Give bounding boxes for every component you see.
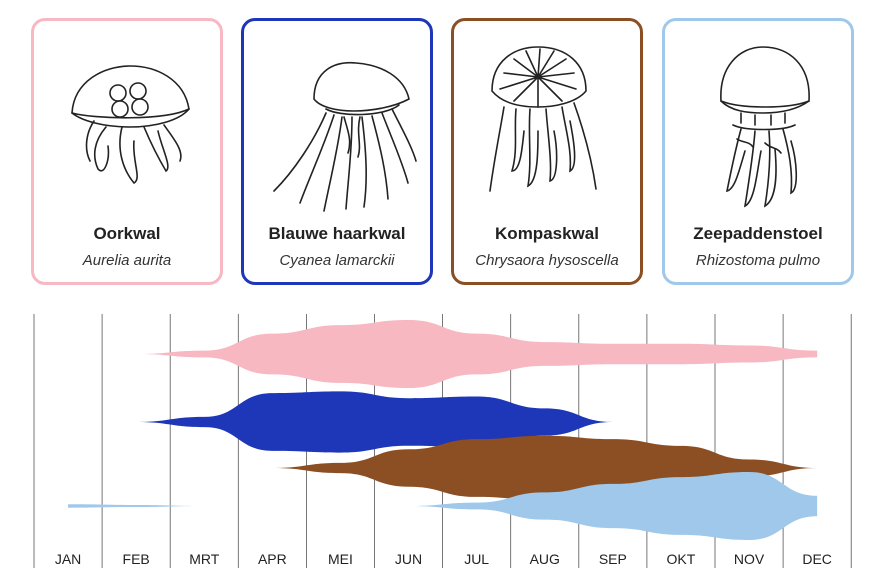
species-name: Blauwe haarkwal (268, 224, 406, 243)
season-band-3 (68, 472, 818, 540)
moon-jellyfish-icon (71, 65, 190, 185)
month-label: JUN (395, 551, 422, 567)
species-name: Zeepaddenstoel (693, 224, 823, 243)
month-label: FEB (123, 551, 150, 567)
species-latin-name: Rhizostoma pulmo (695, 252, 821, 269)
month-label: AUG (530, 551, 560, 567)
seasonal-occurrence-chart: JAN FEB MRT APR MEI JUN JUL AUG SEP OKT NOV DEC (33, 314, 852, 568)
species-name: Oorkwal (93, 224, 161, 243)
barrel-jellyfish-icon (720, 46, 810, 208)
species-card-blue-jellyfish[interactable]: Blauwe haarkwal Cyanea lamarckii (241, 18, 433, 285)
compass-jellyfish-icon (489, 46, 597, 192)
species-latin-name: Cyanea lamarckii (279, 252, 395, 269)
month-label: OKT (667, 551, 696, 567)
month-label: SEP (599, 551, 627, 567)
month-label: NOV (734, 551, 765, 567)
species-card-compass-jellyfish[interactable]: Kompaskwal Chrysaora hysoscella (451, 18, 643, 285)
month-label: JUL (464, 551, 489, 567)
season-band-1 (136, 391, 613, 453)
blue-jellyfish-icon (273, 61, 417, 212)
species-card-barrel-jellyfish[interactable]: Zeepaddenstoel Rhizostoma pulmo (662, 18, 854, 285)
month-label: APR (258, 551, 287, 567)
month-label: MRT (189, 551, 220, 567)
species-card-moon-jellyfish[interactable]: Oorkwal Aurelia aurita (31, 18, 223, 285)
month-label: DEC (802, 551, 832, 567)
season-band-0 (136, 320, 818, 388)
species-latin-name: Aurelia aurita (82, 252, 172, 269)
month-label: JAN (55, 551, 81, 567)
species-name: Kompaskwal (495, 224, 599, 243)
month-label: MEI (328, 551, 353, 567)
species-latin-name: Chrysaora hysoscella (475, 252, 619, 269)
